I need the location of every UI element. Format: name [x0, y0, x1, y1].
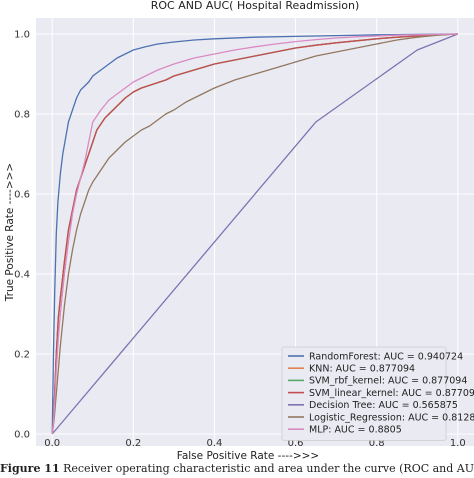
figure-caption-text: Receiver operating characteristic and ar… [63, 462, 474, 475]
y-axis-label: True Positive Rate ---->>> [4, 163, 16, 302]
y-tick-label: 0.0 [14, 430, 30, 441]
chart-title: ROC AND AUC( Hospital Readmission) [151, 0, 360, 12]
legend-box [281, 346, 447, 441]
tick-labels: 0.0 0.2 0.4 0.6 0.8 1.0 0.0 0.2 0.4 0.6 0.8 1.0 [14, 30, 466, 450]
y-tick-label: 0.8 [14, 110, 30, 121]
x-tick-label: 0.4 [206, 438, 222, 449]
legend-entry: Logistic_Regression: AUC = 0.812841 [309, 412, 474, 423]
x-tick-label: 0.2 [125, 438, 141, 449]
y-tick-label: 0.2 [14, 350, 30, 361]
legend: RandomForest: AUC = 0.940724 KNN: AUC = 0… [281, 346, 474, 441]
legend-entry: SVM_rbf_kernel: AUC = 0.877094 [309, 376, 467, 387]
legend-entry: Decision Tree: AUC = 0.565875 [309, 400, 458, 411]
y-tick-label: 1.0 [14, 30, 30, 41]
legend-entry: KNN: AUC = 0.877094 [309, 364, 415, 375]
x-tick-label: 0.6 [288, 438, 304, 449]
legend-entry: RandomForest: AUC = 0.940724 [309, 351, 463, 362]
figure-caption-prefix: Figure 11 [0, 462, 60, 475]
x-tick-label: 1.0 [450, 438, 466, 449]
series-line-3 [51, 33, 458, 435]
y-tick-label: 0.6 [14, 190, 30, 201]
legend-entry: MLP: AUC = 0.8805 [309, 425, 402, 436]
legend-entry: SVM_linear_kernel: AUC = 0.877094 [309, 388, 474, 399]
series-line-5 [51, 33, 458, 435]
series-line-6 [51, 33, 458, 435]
x-axis-label: False Positive Rate ---->>> [177, 450, 319, 462]
series-line-4 [51, 33, 459, 435]
figure-caption: Figure 11 Receiver operating characteris… [0, 462, 474, 478]
x-tick-label: 0.8 [369, 438, 385, 449]
series-line-0 [51, 33, 458, 435]
roc-chart: ROC AND AUC( Hospital Readmission) 0.0 0.… [4, 0, 474, 462]
y-tick-label: 0.4 [14, 270, 30, 281]
series-lines [51, 33, 459, 435]
x-tick-label: 0.0 [44, 438, 60, 449]
